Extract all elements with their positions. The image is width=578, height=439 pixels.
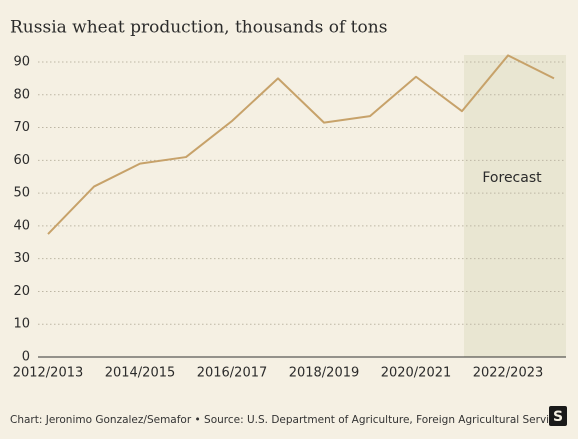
y-tick-label: 70 <box>13 120 30 135</box>
y-tick-label: 20 <box>13 284 30 299</box>
y-tick-label: 90 <box>13 55 30 70</box>
x-tick-label: 2012/2013 <box>13 366 84 381</box>
data-line <box>47 54 555 235</box>
y-tick-label: 50 <box>13 186 30 201</box>
y-tick-label: 60 <box>13 153 30 168</box>
y-tick-label: 40 <box>13 218 30 233</box>
svg-text:S: S <box>553 409 563 425</box>
y-tick-label: 0 <box>22 350 30 365</box>
x-tick-label: 2020/2021 <box>381 366 452 381</box>
x-tick-label: 2022/2023 <box>473 366 544 381</box>
source: Chart: Jeronimo Gonzalez/Semafor • Sourc… <box>10 414 561 426</box>
logo: S <box>549 406 567 426</box>
forecast-region <box>464 55 566 357</box>
x-tick-label: 2016/2017 <box>197 366 268 381</box>
forecast-label: Forecast <box>482 170 542 186</box>
y-tick-label: 30 <box>13 251 30 266</box>
x-tick-label: 2018/2019 <box>289 366 360 381</box>
x-tick-label: 2014/2015 <box>105 366 176 381</box>
y-tick-label: 10 <box>13 317 30 332</box>
chart-title: Russia wheat production, thousands of to… <box>10 18 387 38</box>
y-tick-label: 80 <box>13 87 30 102</box>
